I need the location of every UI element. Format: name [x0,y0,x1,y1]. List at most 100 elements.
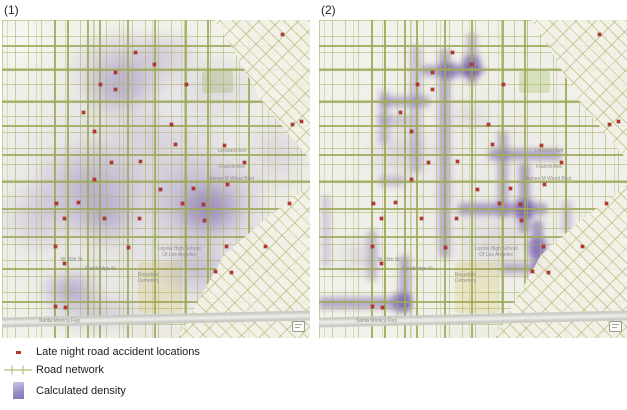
accident-point [229,270,233,274]
major-road [2,69,310,72]
map-place-label: Loyola High School Of Los Angeles [157,246,201,259]
map-place-label: Loyola High School Of Los Angeles [474,246,518,259]
legend-row-density: Calculated density [0,381,200,400]
accident-point [542,183,546,187]
accident-point [82,110,86,114]
map-place-label: W 15th St [377,256,400,263]
accident-point [380,305,384,309]
accident-point [225,183,229,187]
major-road [206,20,209,338]
accident-point [264,245,268,249]
accident-point [62,216,66,220]
major-road [2,180,310,183]
accident-point [490,143,494,147]
accident-point [127,246,131,250]
accident-point [291,123,295,127]
major-road [2,207,310,210]
accident-point [379,261,383,265]
accident-point [546,270,550,274]
accident-point [77,200,81,204]
map-place-label: Cambridge St [402,266,433,273]
map-place-label: Leeward Ave [534,147,564,154]
accident-point [288,201,292,205]
legend-label-roads: Road network [36,364,104,376]
panel-2-label: (2) [321,3,336,17]
major-road [2,101,310,104]
accident-point [559,160,563,164]
major-road [185,20,188,338]
major-road [319,69,627,72]
accident-point [399,110,403,114]
accident-point [54,201,58,205]
major-road [2,124,310,127]
accident-point [451,50,455,54]
major-road [2,268,310,271]
accident-point [169,123,173,127]
accident-point [508,186,512,190]
accident-point [213,269,217,273]
map-attribution-icon [608,320,622,332]
major-road [319,180,627,183]
accident-point [617,119,621,123]
accident-point [53,304,57,308]
accident-point [416,82,420,86]
accident-point [431,88,435,92]
accident-point-icon [0,350,36,354]
major-road [154,20,157,338]
accident-point [114,70,118,74]
accident-point [608,123,612,127]
accident-point [99,82,103,86]
major-road [371,20,374,338]
major-road [443,20,446,338]
accident-point [455,216,459,220]
accident-point [222,144,226,148]
map-place-label: Cambridge St [85,266,116,273]
map-place-label: James M Wood Blvd [525,176,572,183]
legend-row-roads: Road network [0,363,200,377]
accident-point [53,245,57,249]
road-line-icon [0,364,36,376]
accident-point [541,245,545,249]
major-road [319,124,627,127]
accident-point [281,33,285,37]
accident-point [93,130,97,134]
accident-point [427,160,431,164]
major-road [319,153,627,156]
accident-point [518,202,522,206]
accident-point [444,246,448,250]
accident-point [497,201,501,205]
major-road [54,20,57,338]
accident-point [159,187,163,191]
panel-1: (1) Santa Monica Fwy Loyola High School O… [2,2,310,338]
accident-point [519,219,523,223]
accident-point [62,261,66,265]
major-road [319,45,627,48]
major-road [502,20,505,338]
accident-point [539,144,543,148]
map-place-label: Rosedale Cemetery [454,271,477,284]
accident-point [469,62,473,66]
major-road [99,20,102,338]
legend: Late night road accident locations Road … [0,345,200,400]
major-road [319,268,627,271]
map-place-label: Leeward Ave [217,147,247,154]
map-place-label: James M Wood Blvd [208,176,255,183]
major-road [2,236,310,239]
map-attribution-icon [291,320,305,332]
network-kernel-density-map: Santa Monica Fwy Loyola High School Of Lo… [319,20,627,338]
accident-point [370,304,374,308]
accident-point [456,159,460,163]
major-road [2,153,310,156]
major-road [383,20,386,338]
accident-point [191,186,195,190]
accident-point [202,219,206,223]
accident-point [394,200,398,204]
major-road [248,20,251,338]
accident-point [410,130,414,134]
accident-point [114,88,118,92]
accident-point [242,160,246,164]
major-road [471,20,474,338]
accident-point [63,305,67,309]
accident-point [180,201,184,205]
